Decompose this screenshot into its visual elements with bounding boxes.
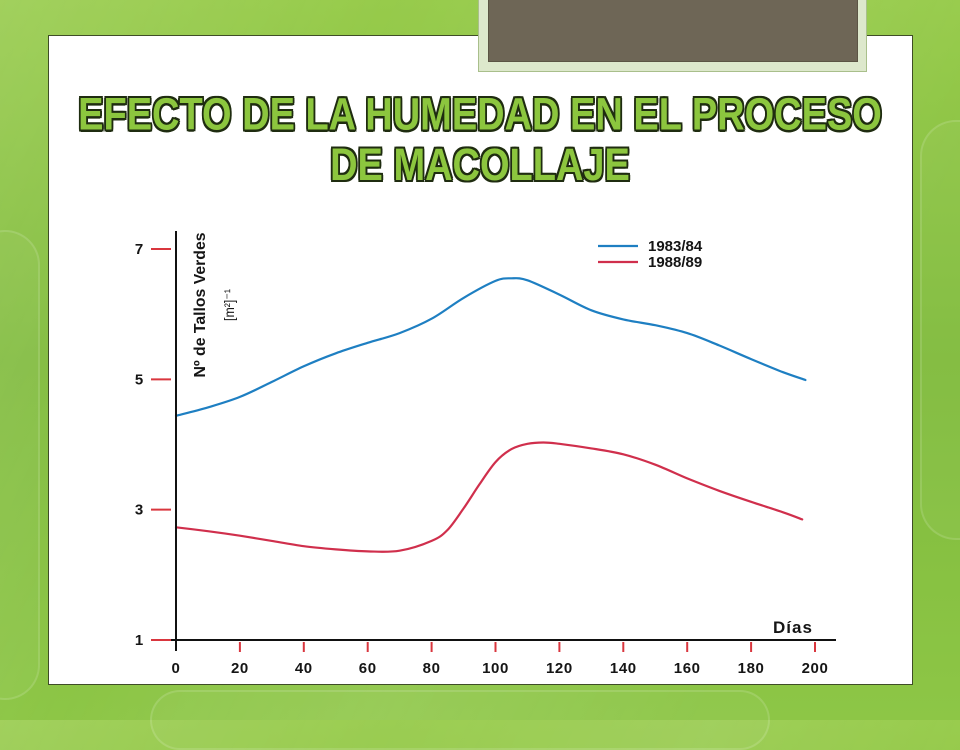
- y-tick-label: 7: [135, 241, 143, 258]
- x-tick-label: 60: [359, 660, 377, 677]
- legend: 1983/84 1988/89: [598, 238, 703, 271]
- x-tick-label: 0: [172, 660, 181, 677]
- x-tick-label: 140: [610, 660, 637, 677]
- series-line-2: [174, 441, 804, 553]
- background-decoration: [0, 230, 40, 700]
- x-tick-label: 160: [674, 660, 701, 677]
- legend-label: 1983/84: [648, 238, 703, 255]
- y-tick-label: 5: [135, 371, 143, 388]
- y-axis-title: Nº de Tallos Verdes: [192, 232, 209, 377]
- x-tick-label: 20: [231, 660, 249, 677]
- x-tick-label: 180: [738, 660, 765, 677]
- line-chart: 7 5 3 1 0 20 40 60 80 100 120 140 160 180 200 Nº de T…: [135, 231, 836, 677]
- x-axis-title: Días: [773, 618, 813, 637]
- x-tick-label: 100: [482, 660, 509, 677]
- legend-label: 1988/89: [648, 254, 702, 271]
- background-decoration: [920, 120, 960, 540]
- y-ticks: 7 5 3 1: [135, 241, 171, 649]
- content-panel: [48, 35, 913, 685]
- x-tick-label: 120: [546, 660, 573, 677]
- y-tick-label: 3: [135, 502, 143, 519]
- x-tick-label: 40: [295, 660, 313, 677]
- series-layer: [174, 277, 807, 553]
- series-line-1: [174, 277, 807, 417]
- y-axis-unit: [m²]⁻¹: [221, 289, 237, 321]
- x-ticks: 0 20 40 60 80 100 120 140 160 180 200: [172, 642, 829, 677]
- y-tick-label: 1: [135, 632, 143, 649]
- header-decoration-block: [488, 0, 858, 62]
- x-tick-label: 200: [802, 660, 829, 677]
- slide-title: EFECTO DE LA HUMEDAD EN EL PROCESO DE MA…: [78, 90, 882, 191]
- x-tick-label: 80: [423, 660, 441, 677]
